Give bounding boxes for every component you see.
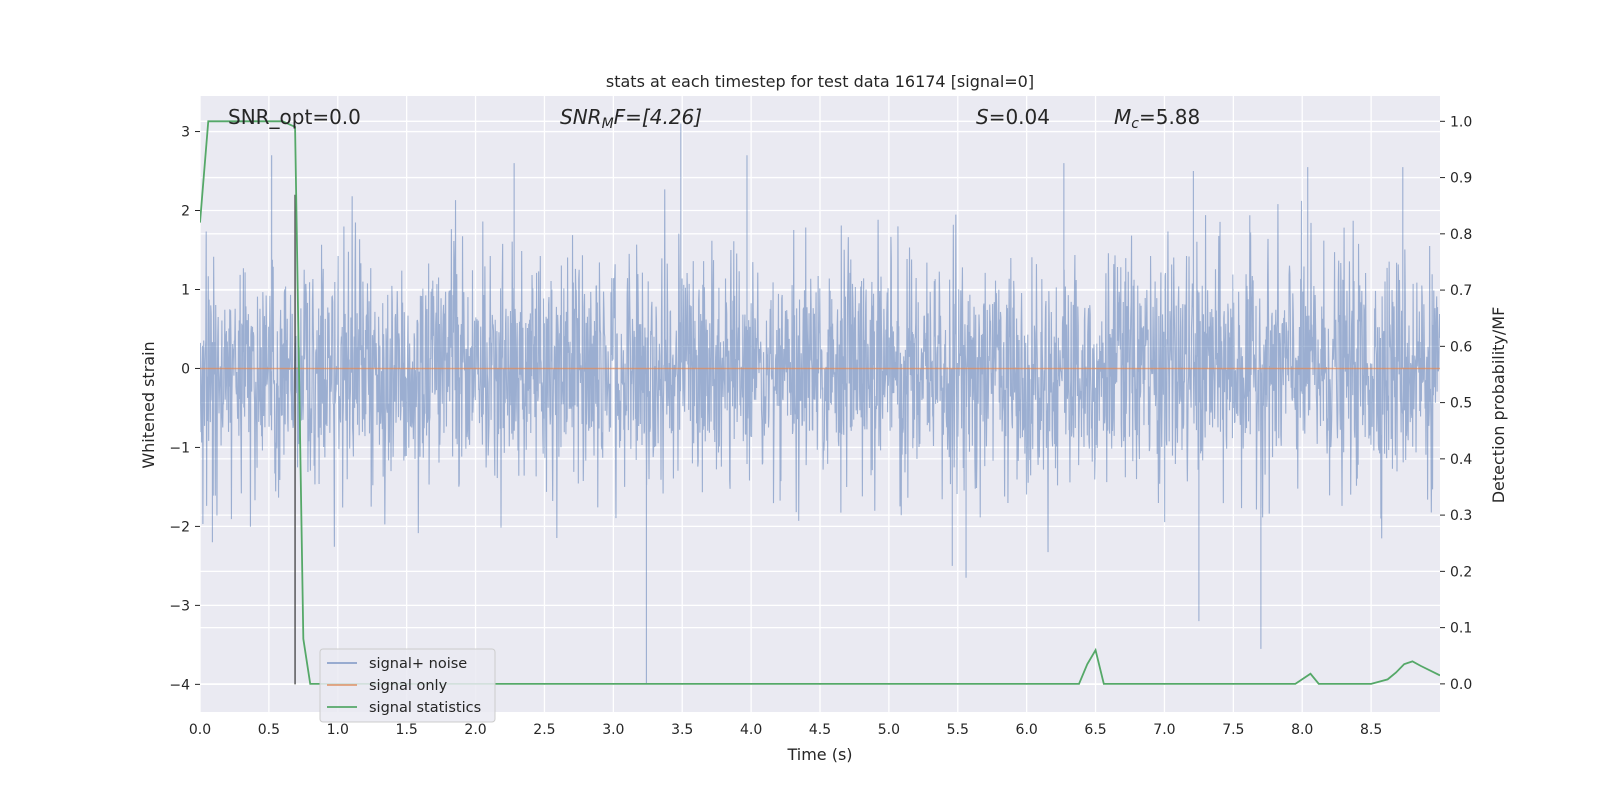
y2-tick-label: 0.9: [1450, 171, 1472, 187]
y-tick-label: −1: [169, 440, 190, 456]
legend-label-signal-statistics: signal statistics: [369, 700, 481, 716]
y2-tick-label: 0.4: [1450, 452, 1472, 468]
x-tick-label: 3.5: [671, 722, 693, 738]
y2-tick-label: 0.0: [1450, 677, 1472, 693]
x-tick-label: 2.0: [464, 722, 486, 738]
y2-tick-label: 0.1: [1450, 621, 1472, 637]
y2-axis-ticks: 0.0 0.1 0.2 0.3 0.4 0.5 0.6 0.7 0.8 0.9 1.0: [1440, 114, 1472, 693]
y2-tick-label: 0.8: [1450, 227, 1472, 243]
annotation-snr-mf-subscript: M: [602, 116, 614, 132]
y-axis-label: Whitened strain: [139, 341, 158, 468]
legend-box: [319, 648, 496, 723]
chart-title: stats at each timestep for test data 161…: [606, 72, 1034, 91]
y2-tick-label: 1.0: [1450, 114, 1472, 130]
y-tick-label: 3: [181, 125, 190, 141]
annotation-snr-mf: SNRMF=[4.26]: [560, 105, 702, 132]
y-tick-label: 2: [181, 204, 190, 220]
y2-tick-label: 0.6: [1450, 339, 1472, 355]
x-tick-label: 6.5: [1084, 722, 1106, 738]
y2-axis-label: Detection probability/MF: [1489, 307, 1508, 504]
y2-tick-label: 0.3: [1450, 508, 1472, 524]
annotation-snr-mf-value: F=[4.26]: [614, 105, 702, 129]
legend: signal+ noise signal only signal statist…: [319, 648, 496, 723]
annotation-s: S=0.04: [976, 105, 1050, 129]
legend-label-signal-noise: signal+ noise: [369, 656, 467, 672]
annotation-s-value: =0.04: [989, 105, 1050, 129]
y-tick-label: 0: [181, 361, 190, 377]
x-tick-label: 6.0: [1016, 722, 1038, 738]
annotation-snr-mf-symbol: SNR: [560, 105, 602, 129]
legend-label-signal-only: signal only: [369, 678, 448, 694]
x-tick-label: 5.0: [878, 722, 900, 738]
annotation-mc-value: =5.88: [1139, 105, 1200, 129]
x-tick-label: 7.0: [1153, 722, 1175, 738]
y2-tick-label: 0.7: [1450, 283, 1472, 299]
series-signal-noise: [200, 123, 1440, 685]
y-tick-label: −4: [169, 677, 190, 693]
annotation-mc: Mc=5.88: [1114, 105, 1200, 132]
x-tick-label: 8.5: [1360, 722, 1382, 738]
annotation-snr-opt: SNR_opt=0.0: [228, 105, 361, 129]
annotation-mc-subscript: c: [1131, 116, 1139, 132]
x-tick-label: 1.5: [396, 722, 418, 738]
y-tick-label: −3: [169, 598, 190, 614]
x-tick-label: 0.0: [189, 722, 211, 738]
x-tick-label: 0.5: [258, 722, 280, 738]
y-tick-label: −2: [169, 519, 190, 535]
y2-tick-label: 0.5: [1450, 396, 1472, 412]
y-axis-ticks: −4 −3 −2 −1 0 1 2 3: [169, 125, 200, 693]
x-tick-label: 4.5: [809, 722, 831, 738]
x-tick-label: 8.0: [1291, 722, 1313, 738]
x-tick-label: 4.0: [740, 722, 762, 738]
x-axis-label: Time (s): [786, 745, 852, 764]
x-tick-label: 2.5: [533, 722, 555, 738]
annotation-mc-symbol: M: [1114, 105, 1131, 129]
x-tick-label: 7.5: [1222, 722, 1244, 738]
annotation-s-symbol: S: [976, 105, 989, 129]
y2-tick-label: 0.2: [1450, 564, 1472, 580]
x-axis-ticks: 0.0 0.5 1.0 1.5 2.0 2.5 3.0 3.5 4.0 4.5 5.0 5.5 6.0 6…: [189, 722, 1382, 738]
y-tick-label: 1: [181, 282, 190, 298]
x-tick-label: 1.0: [327, 722, 349, 738]
series-signal-statistics: [200, 120, 1440, 685]
x-tick-label: 5.5: [947, 722, 969, 738]
x-tick-label: 3.0: [602, 722, 624, 738]
